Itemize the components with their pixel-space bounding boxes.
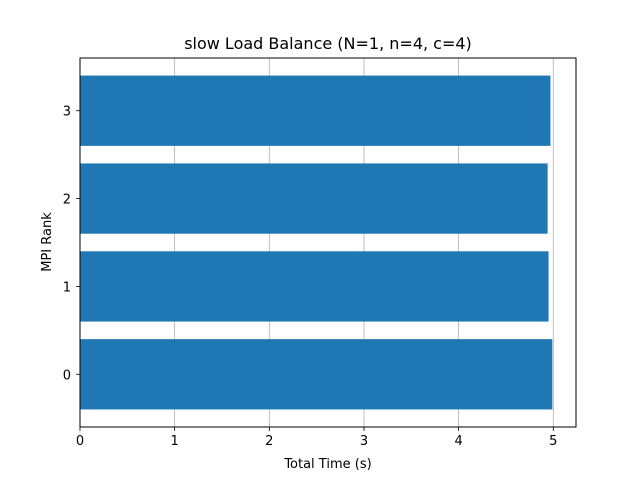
bar-rank-2: [80, 163, 548, 234]
bar-rank-1: [80, 251, 549, 322]
chart-title: slow Load Balance (N=1, n=4, c=4): [184, 34, 472, 53]
x-tick-label: 3: [360, 434, 368, 449]
y-tick-label: 0: [63, 368, 71, 383]
y-tick-label: 1: [63, 280, 71, 295]
y-tick-label: 3: [63, 105, 71, 120]
x-tick-label: 0: [76, 434, 84, 449]
x-axis-label: Total Time (s): [283, 457, 371, 472]
y-axis-ticks: 0 1 2 3: [63, 105, 80, 383]
x-tick-label: 1: [171, 434, 179, 449]
x-tick-label: 4: [454, 434, 462, 449]
y-axis-label: MPI Rank: [40, 212, 55, 272]
bar-rank-0: [80, 339, 553, 410]
x-tick-label: 5: [549, 434, 557, 449]
bars-layer: [80, 75, 553, 410]
x-axis-ticks: 0 1 2 3 4 5: [76, 427, 557, 449]
bar-rank-3: [80, 75, 551, 146]
axes-frame: [79, 57, 577, 428]
y-tick-label: 2: [63, 193, 71, 208]
x-tick-label: 2: [265, 434, 273, 449]
